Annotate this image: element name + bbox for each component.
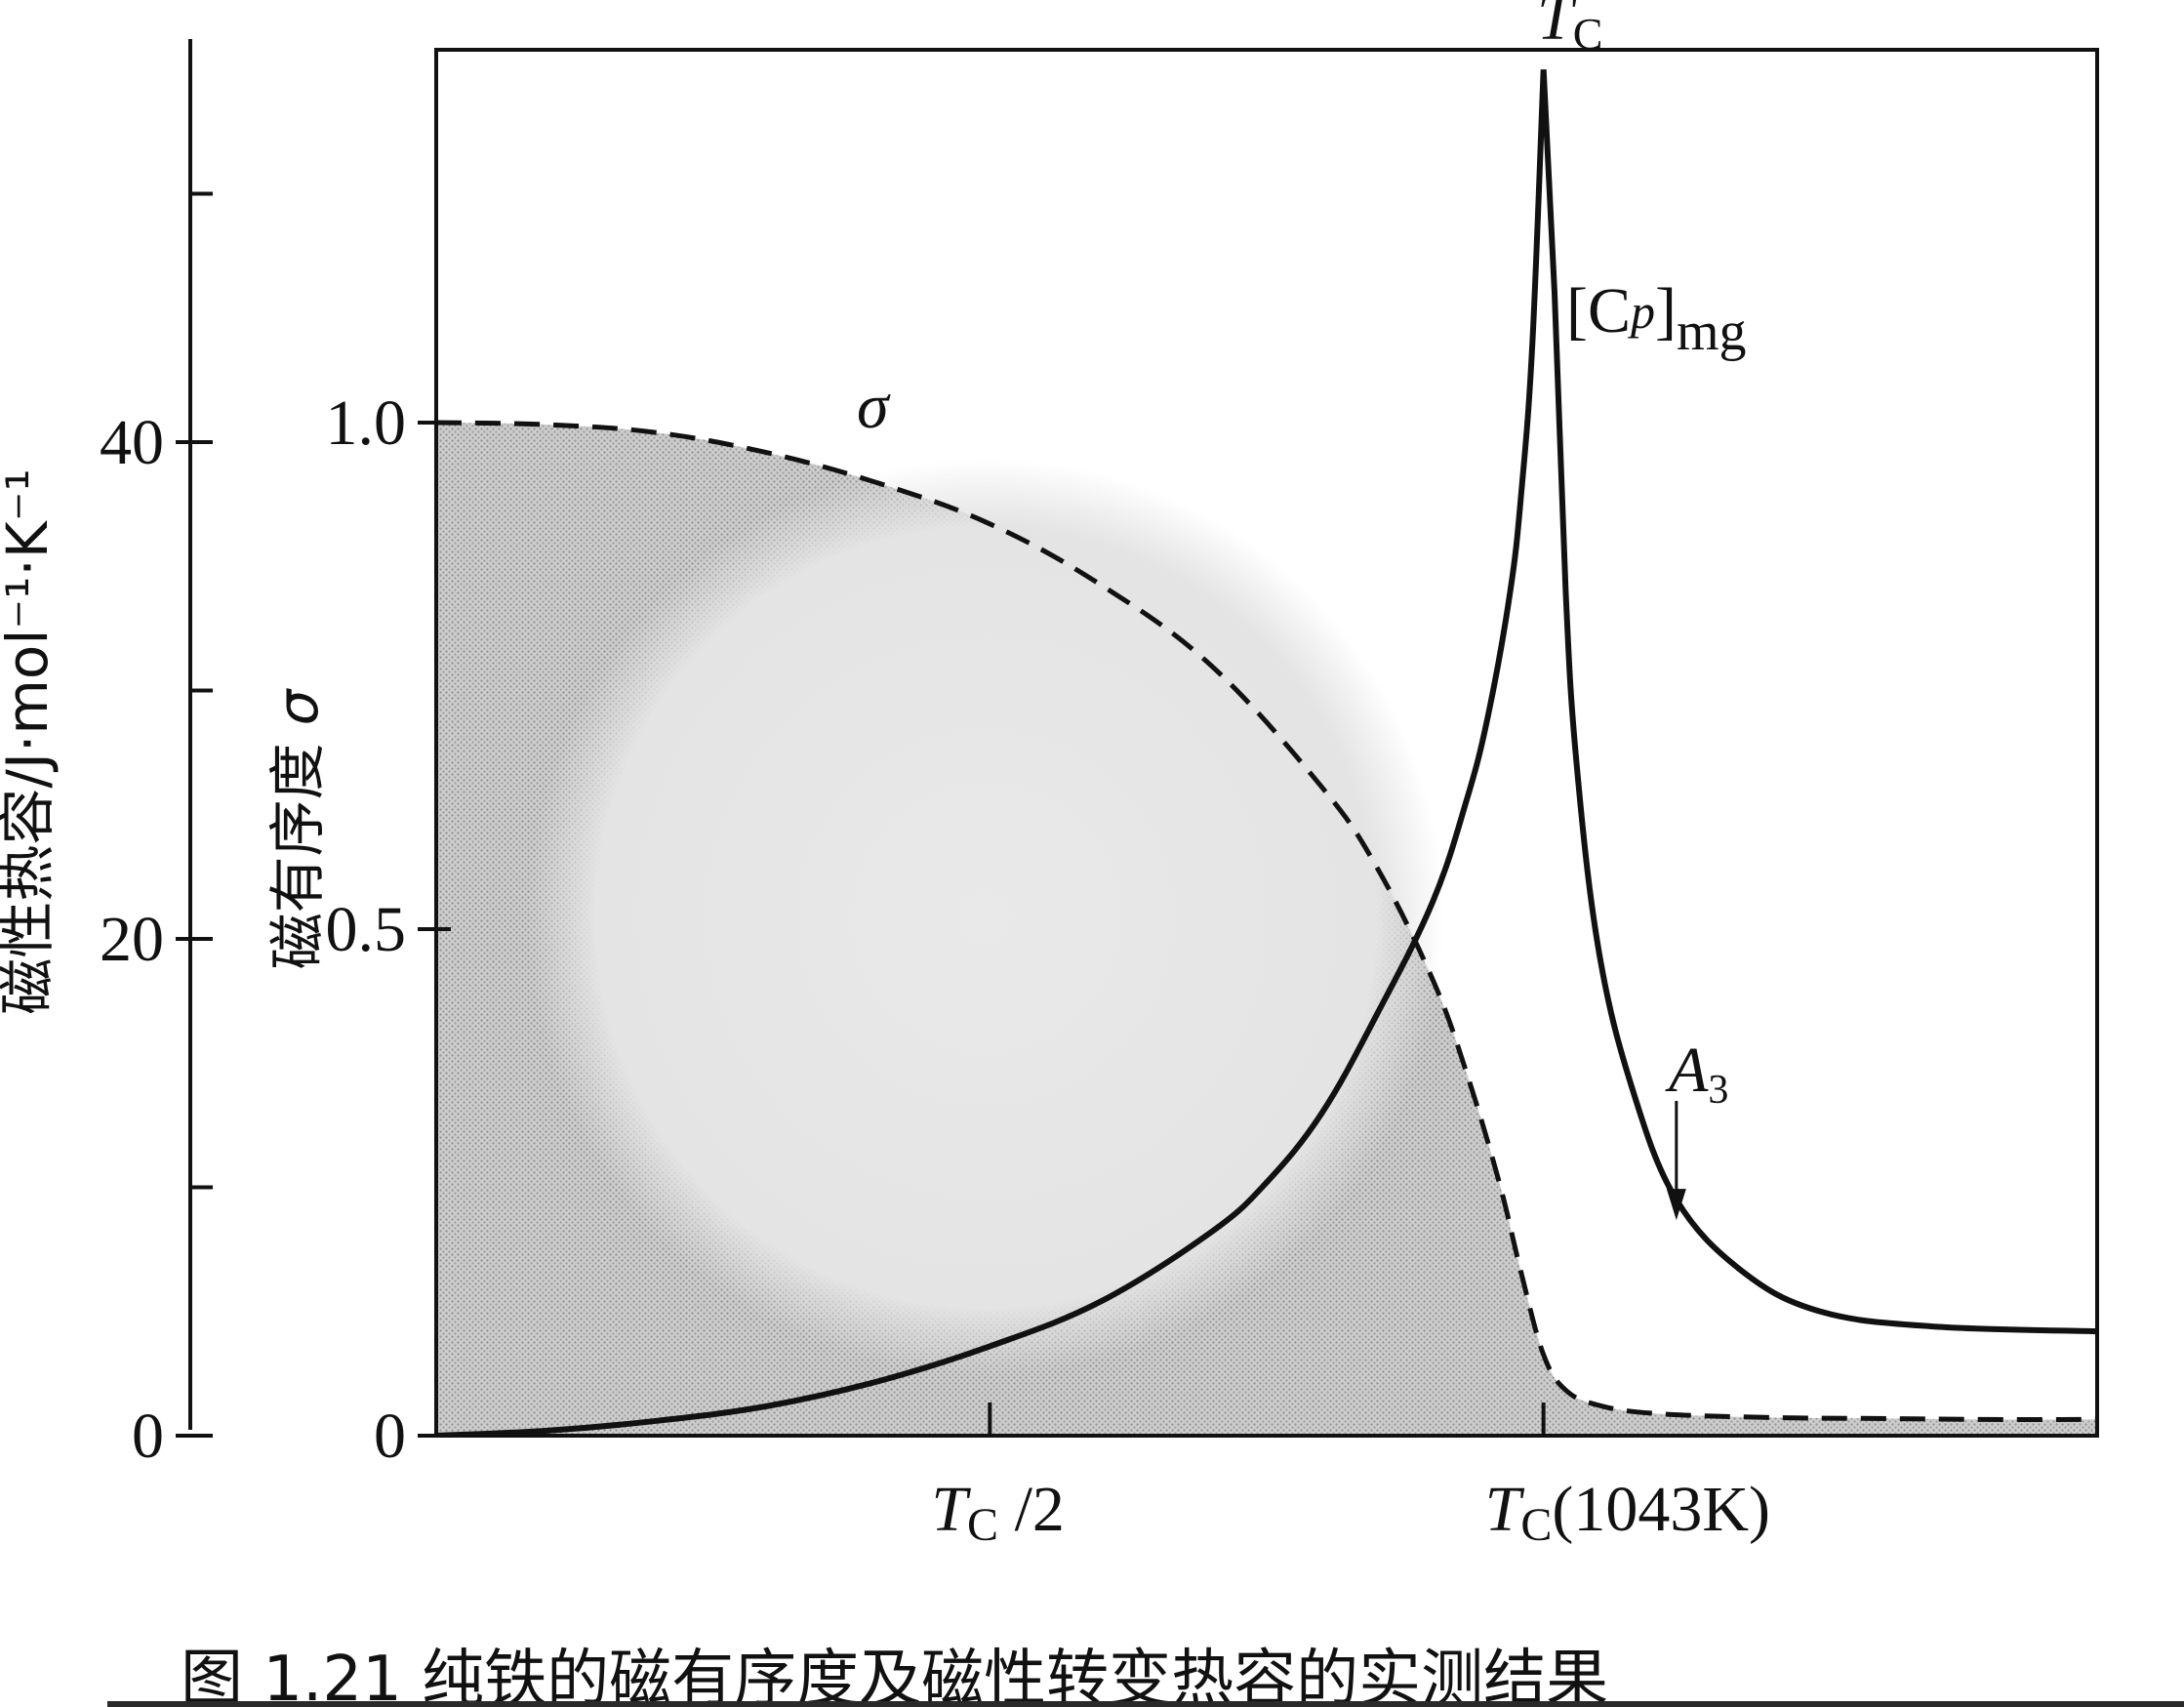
inner-y-axis-ticks: 0 0.5 1.0 [326, 387, 451, 1472]
tc-peak-label: TC [1537, 0, 1602, 59]
inner-y-tick-label-0: 0 [374, 1401, 406, 1472]
cp-label-close: ] [1655, 275, 1677, 346]
x-tick-label-0: TC /2 [931, 1474, 1065, 1551]
x-axis-ticks: TC /2 TC(1043K) [931, 1402, 1770, 1551]
outer-y-tick-label-0: 0 [132, 1401, 164, 1472]
outer-y-tick-label-2: 40 [100, 407, 164, 478]
inner-y-tick-label-2: 1.0 [326, 387, 407, 459]
sigma-shading-highlight [527, 459, 1444, 1376]
tc-peak-label-sub: C [1573, 9, 1603, 59]
a3-arrow-head [1666, 1189, 1686, 1221]
inner-y-tick-label-1: 0.5 [326, 894, 407, 965]
x-tick-label-1-main: T [1485, 1474, 1525, 1545]
plot-frame [434, 48, 2099, 1438]
cp-label-p: p [1628, 284, 1655, 339]
inner-y-axis-title-symbol: σ [264, 687, 331, 725]
inner-y-axis-title: 磁有序度 σ [264, 687, 331, 969]
tc-peak-label-main: T [1537, 0, 1577, 54]
x-tick-label-0-main: T [931, 1474, 971, 1545]
a3-label: A3 [1665, 1035, 1728, 1113]
x-tick-label-1-sub: C [1520, 1499, 1552, 1551]
cp-label-sub: mg [1677, 302, 1747, 362]
x-tick-label-0-sub: C [967, 1499, 998, 1551]
cp-label-bracket: [C [1566, 275, 1631, 346]
a3-label-main: A [1665, 1035, 1709, 1106]
series-sigma-line [436, 420, 2097, 1422]
inner-y-axis-title-text: 磁有序度 [264, 743, 331, 969]
outer-y-axis-title: 磁性热容/J·mol⁻¹·K⁻¹ [0, 468, 61, 1014]
cp-series-label: [Cp]mg [1566, 275, 1747, 362]
x-tick-label-0-rest: /2 [998, 1474, 1065, 1545]
a3-annotation: A3 [1665, 1035, 1728, 1221]
caption-cutoff-bar [107, 1701, 2184, 1707]
figure-caption: 图 1.21 纯铁的磁有序度及磁性转变热容的实测结果 [181, 1644, 1608, 1707]
series-cp-mg-line [436, 69, 2097, 1436]
x-tick-label-1-rest: (1043K) [1552, 1474, 1770, 1545]
outer-y-tick-label-1: 20 [100, 904, 164, 975]
sigma-series-label: σ [857, 371, 891, 442]
outer-y-axis-ticks: 0 20 40 [100, 191, 213, 1472]
a3-label-sub: 3 [1708, 1068, 1728, 1113]
x-tick-label-1: TC(1043K) [1485, 1474, 1770, 1551]
